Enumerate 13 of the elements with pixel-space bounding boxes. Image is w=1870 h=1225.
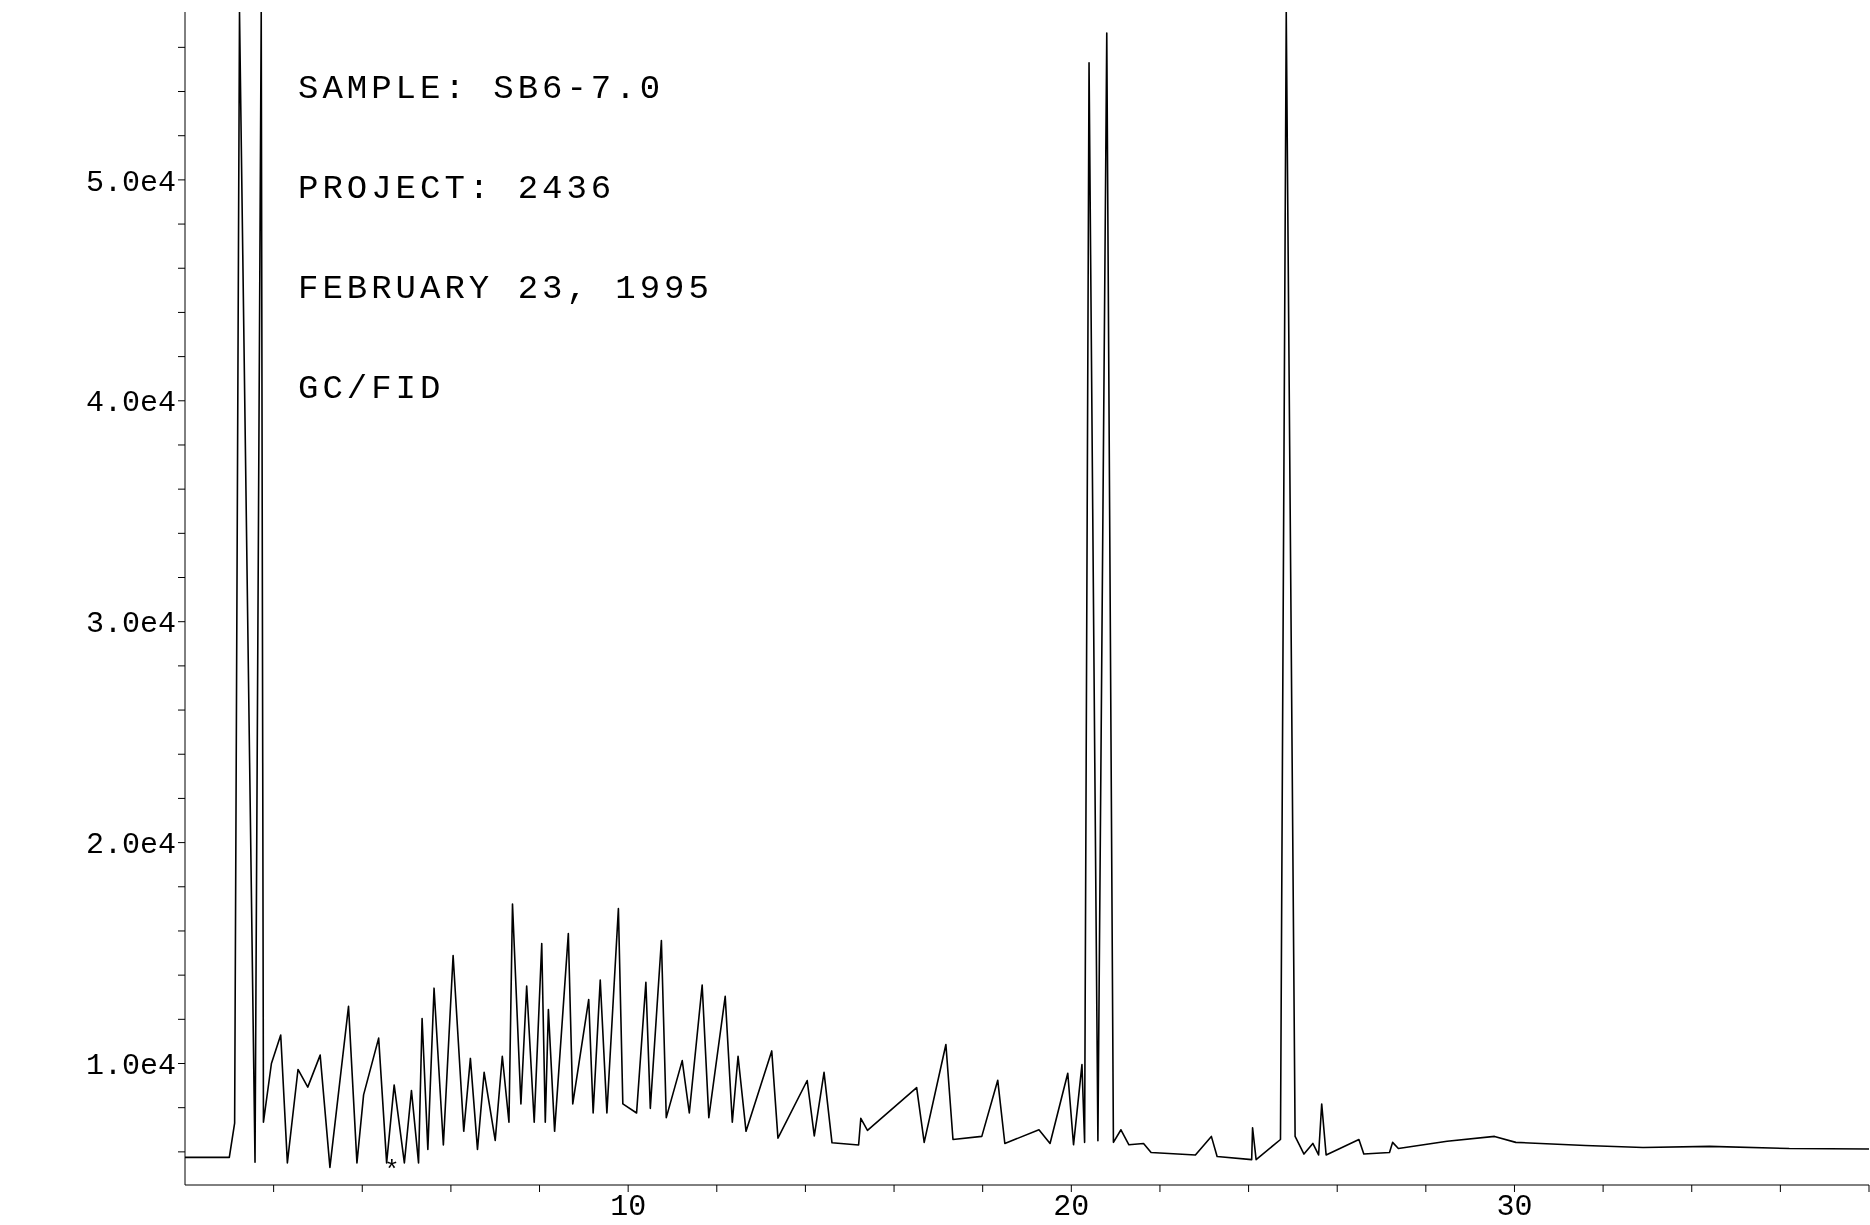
annotation: SAMPLE: SB6-7.0 [298,69,666,110]
annotation: * [384,1156,400,1186]
annotation: GC/FID [298,369,446,410]
y-tick-label: 3.0e4 [85,607,176,642]
annotation: FEBRUARY 23, 1995 [298,269,713,310]
y-tick-label: 1.0e4 [85,1049,176,1084]
annotation: PROJECT: 2436 [298,169,617,210]
y-tick-label: 5.0e4 [85,165,176,200]
x-tick-label: 10 [610,1190,647,1225]
x-tick-label: 20 [1053,1190,1090,1225]
y-tick-label: 2.0e4 [85,828,176,863]
x-tick-label: 30 [1496,1190,1533,1225]
y-tick-label: 4.0e4 [85,386,176,421]
